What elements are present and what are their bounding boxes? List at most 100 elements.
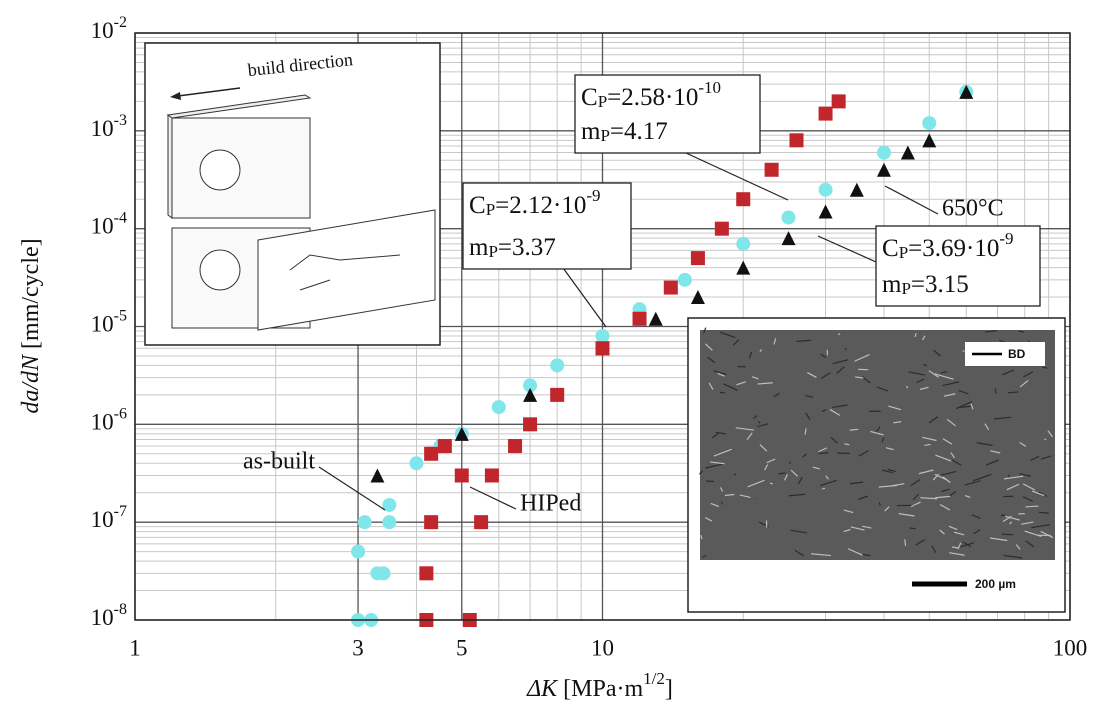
texture-streak [770, 483, 773, 484]
texture-streak [721, 502, 722, 505]
micrograph-scale: 200 µm [975, 577, 1016, 591]
pin-hole [200, 250, 240, 290]
data-point [382, 515, 396, 529]
data-point [492, 400, 506, 414]
fit-exponent: mP=3.15 [882, 271, 969, 298]
data-point [678, 273, 692, 287]
data-point [596, 329, 610, 343]
data-point [550, 388, 564, 402]
data-point [765, 163, 779, 177]
series-label: HIPed [520, 491, 581, 517]
tick-base: 10 [91, 605, 114, 630]
y-title-part: da/dN [18, 353, 44, 414]
fit-part: P [899, 243, 908, 262]
fit-part: =3.37 [498, 234, 556, 261]
x-title-part: ] [665, 676, 673, 702]
tick-exponent: -5 [114, 307, 127, 324]
micrograph-inset: BD 200 µm [688, 318, 1065, 612]
y-axis-title: da/dN [mm/cycle] [18, 238, 44, 413]
tick-base: 10 [91, 312, 114, 337]
data-point [736, 192, 750, 206]
texture-streak [1001, 515, 1005, 516]
fit-part: =2.58·10 [607, 84, 698, 111]
fit-part: C [469, 192, 486, 219]
data-point [455, 468, 469, 482]
data-point [832, 94, 846, 108]
texture-streak [734, 474, 736, 475]
data-point [877, 146, 891, 160]
fit-part: P [488, 242, 497, 261]
fit-part: C [581, 84, 598, 111]
texture-streak [819, 453, 829, 454]
fit-part: C [882, 235, 899, 262]
data-point [508, 439, 522, 453]
data-point [438, 439, 452, 453]
texture-streak [879, 502, 880, 506]
x-tick-label: 5 [456, 635, 468, 660]
x-tick-label: 3 [352, 635, 364, 660]
fit-part: m [581, 118, 601, 145]
x-title-part: [MPa·m [557, 676, 643, 702]
fit-part: P [901, 279, 910, 298]
data-point [819, 183, 833, 197]
fit-part: -9 [999, 229, 1013, 248]
data-point [736, 237, 750, 251]
tick-exponent: -3 [114, 112, 127, 129]
data-point [782, 211, 796, 225]
fit-part: -9 [586, 186, 600, 205]
tick-exponent: -2 [114, 14, 127, 31]
fit-part: m [882, 271, 902, 298]
data-point [424, 515, 438, 529]
tick-exponent: -4 [114, 209, 127, 226]
series-label: 650°C [942, 196, 1004, 222]
fit-part: =3.15 [911, 271, 969, 298]
specimen-face [172, 118, 310, 218]
data-point [376, 566, 390, 580]
tick-base: 10 [91, 116, 114, 141]
fit-part: P [600, 126, 609, 145]
series-label: as-built [243, 449, 315, 475]
fit-part: =3.69·10 [908, 235, 999, 262]
x-title-part: ΔK [526, 676, 559, 702]
data-point [474, 515, 488, 529]
tick-base: 10 [91, 18, 114, 43]
data-point [922, 116, 936, 130]
texture-streak [790, 462, 791, 464]
fit-part: P [486, 200, 495, 219]
data-point [819, 107, 833, 121]
texture-streak [778, 473, 785, 474]
data-point [409, 456, 423, 470]
data-point [715, 222, 729, 236]
texture-streak [1002, 534, 1014, 535]
texture-streak [905, 539, 906, 546]
schematic-inset: build direction [145, 43, 440, 345]
data-point [790, 133, 804, 147]
tick-exponent: -6 [114, 405, 127, 422]
x-tick-label: 10 [591, 635, 614, 660]
texture-streak [910, 528, 916, 529]
data-point [633, 312, 647, 326]
tick-base: 10 [91, 214, 114, 239]
data-point [424, 447, 438, 461]
texture-streak [845, 348, 846, 350]
fit-exponent: mP=3.37 [469, 234, 556, 261]
data-point [691, 251, 705, 265]
fit-part: -10 [698, 78, 721, 97]
tick-exponent: -8 [114, 601, 127, 618]
fit-part: =2.12·10 [495, 192, 586, 219]
fit-part: =4.17 [610, 118, 668, 145]
tick-base: 10 [91, 507, 114, 532]
x-title-part: 1/2 [643, 669, 665, 688]
fit-part: m [469, 234, 489, 261]
data-point [419, 566, 433, 580]
texture-streak [720, 392, 725, 393]
x-tick-label: 100 [1053, 635, 1088, 660]
texture-streak [706, 481, 714, 482]
y-title-part: [mm/cycle] [18, 238, 44, 355]
data-point [358, 515, 372, 529]
chart: build direction BD 200 µm as-built HIPed 6… [0, 0, 1102, 713]
micrograph-direction: BD [1008, 347, 1026, 361]
x-tick-label: 1 [129, 635, 141, 660]
data-point [523, 417, 537, 431]
data-point [351, 545, 365, 559]
